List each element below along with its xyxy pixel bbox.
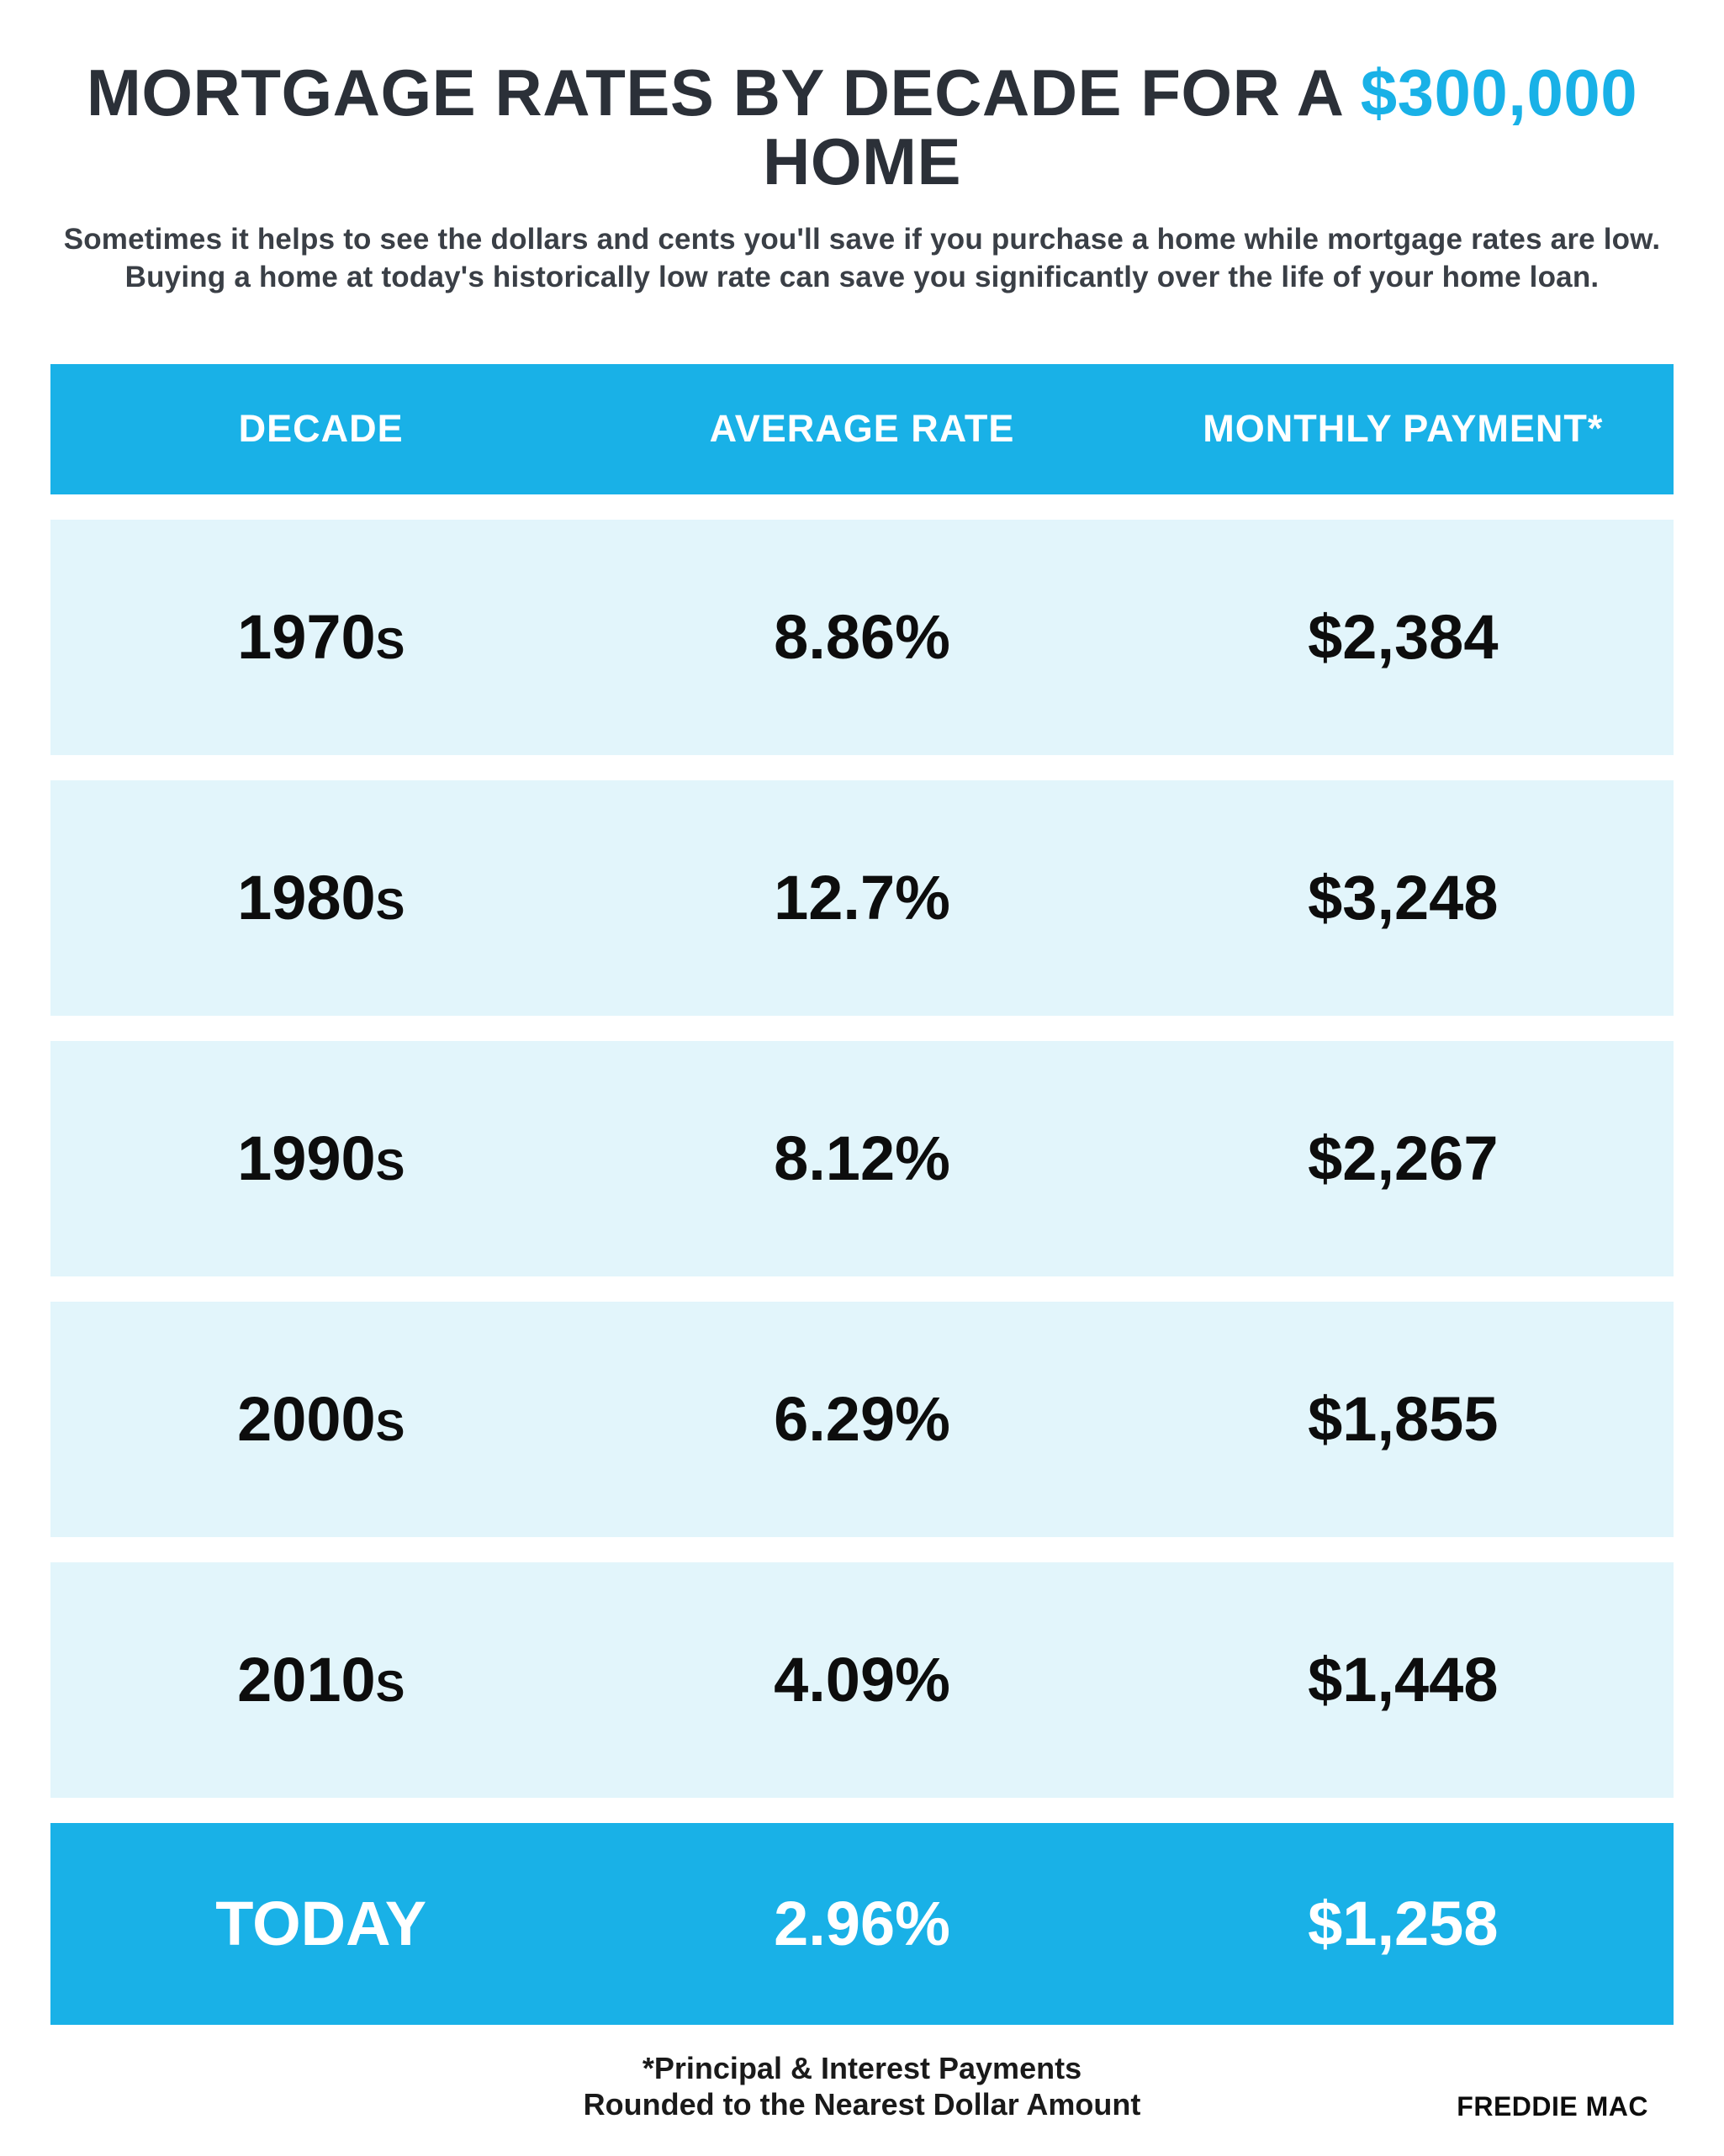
cell-payment: $1,258	[1133, 1888, 1674, 1959]
table-row: 1970S8.86%$2,384	[50, 520, 1674, 755]
table-row: 2000S6.29%$1,855	[50, 1302, 1674, 1537]
table-highlight-row: TODAY 2.96% $1,258	[50, 1823, 1674, 2025]
cell-decade: 1980S	[50, 862, 591, 933]
title-suffix: HOME	[763, 124, 961, 198]
cell-rate: 6.29%	[591, 1383, 1132, 1455]
cell-payment: $2,267	[1133, 1123, 1674, 1194]
cell-decade: 2010S	[50, 1644, 591, 1715]
cell-payment: $1,448	[1133, 1644, 1674, 1715]
table-header-row: DECADE AVERAGE RATE MONTHLY PAYMENT*	[50, 364, 1674, 494]
header-payment: MONTHLY PAYMENT*	[1133, 407, 1674, 451]
infographic-container: MORTGAGE RATES BY DECADE FOR A $300,000 …	[0, 0, 1724, 2156]
header-rate: AVERAGE RATE	[591, 407, 1132, 451]
cell-decade: 1990S	[50, 1123, 591, 1194]
page-title: MORTGAGE RATES BY DECADE FOR A $300,000 …	[50, 59, 1674, 197]
table-row: 1980S12.7%$3,248	[50, 780, 1674, 1016]
footer: *Principal & Interest PaymentsRounded to…	[50, 2050, 1674, 2122]
table-row: 2010S4.09%$1,448	[50, 1562, 1674, 1798]
rates-table: DECADE AVERAGE RATE MONTHLY PAYMENT* 197…	[50, 364, 1674, 2025]
cell-rate: 8.86%	[591, 601, 1132, 673]
cell-payment: $1,855	[1133, 1383, 1674, 1455]
title-prefix: MORTGAGE RATES BY DECADE FOR A	[87, 55, 1361, 129]
cell-rate: 2.96%	[591, 1888, 1132, 1959]
cell-decade: TODAY	[50, 1888, 591, 1959]
cell-decade: 1970S	[50, 601, 591, 673]
title-highlight: $300,000	[1361, 55, 1637, 129]
cell-rate: 12.7%	[591, 862, 1132, 933]
cell-payment: $2,384	[1133, 601, 1674, 673]
cell-rate: 4.09%	[591, 1644, 1132, 1715]
header-decade: DECADE	[50, 407, 591, 451]
subtitle: Sometimes it helps to see the dollars an…	[64, 220, 1661, 297]
cell-rate: 8.12%	[591, 1123, 1132, 1194]
cell-decade: 2000S	[50, 1383, 591, 1455]
table-row: 1990S8.12%$2,267	[50, 1041, 1674, 1276]
source-label: FREDDIE MAC	[1457, 2091, 1648, 2122]
cell-payment: $3,248	[1133, 862, 1674, 933]
footnote: *Principal & Interest PaymentsRounded to…	[584, 2050, 1141, 2122]
